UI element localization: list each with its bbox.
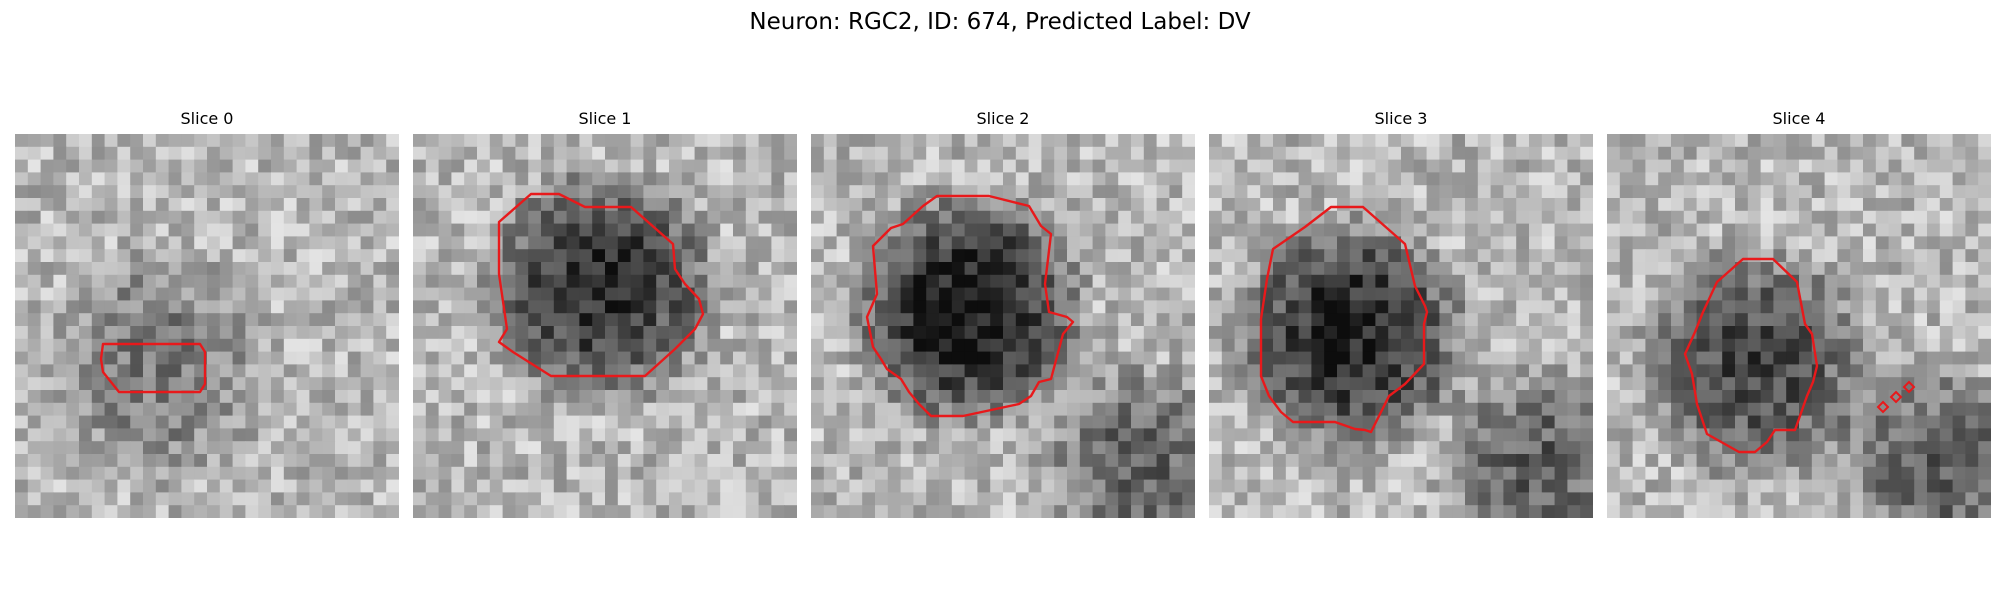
slice-title: Slice 0 [15, 108, 399, 130]
slice-image [15, 134, 399, 518]
slice-image [811, 134, 1195, 518]
slice-image-svg [1209, 134, 1593, 518]
slice-title: Slice 3 [1209, 108, 1593, 130]
slice-title: Slice 2 [811, 108, 1195, 130]
slice-panel-1: Slice 1 [413, 108, 797, 130]
slice-image [1607, 134, 1991, 518]
slice-image-svg [15, 134, 399, 518]
slice-title: Slice 1 [413, 108, 797, 130]
slice-panel-0: Slice 0 [15, 108, 399, 130]
figure-title: Neuron: RGC2, ID: 674, Predicted Label: … [0, 6, 2000, 38]
slice-title: Slice 4 [1607, 108, 1991, 130]
slice-panel-2: Slice 2 [811, 108, 1195, 130]
slice-image-svg [811, 134, 1195, 518]
slice-image-svg [1607, 134, 1991, 518]
slice-image [1209, 134, 1593, 518]
slice-panel-3: Slice 3 [1209, 108, 1593, 130]
slice-image-svg [413, 134, 797, 518]
slice-image [413, 134, 797, 518]
slice-panel-4: Slice 4 [1607, 108, 1991, 130]
